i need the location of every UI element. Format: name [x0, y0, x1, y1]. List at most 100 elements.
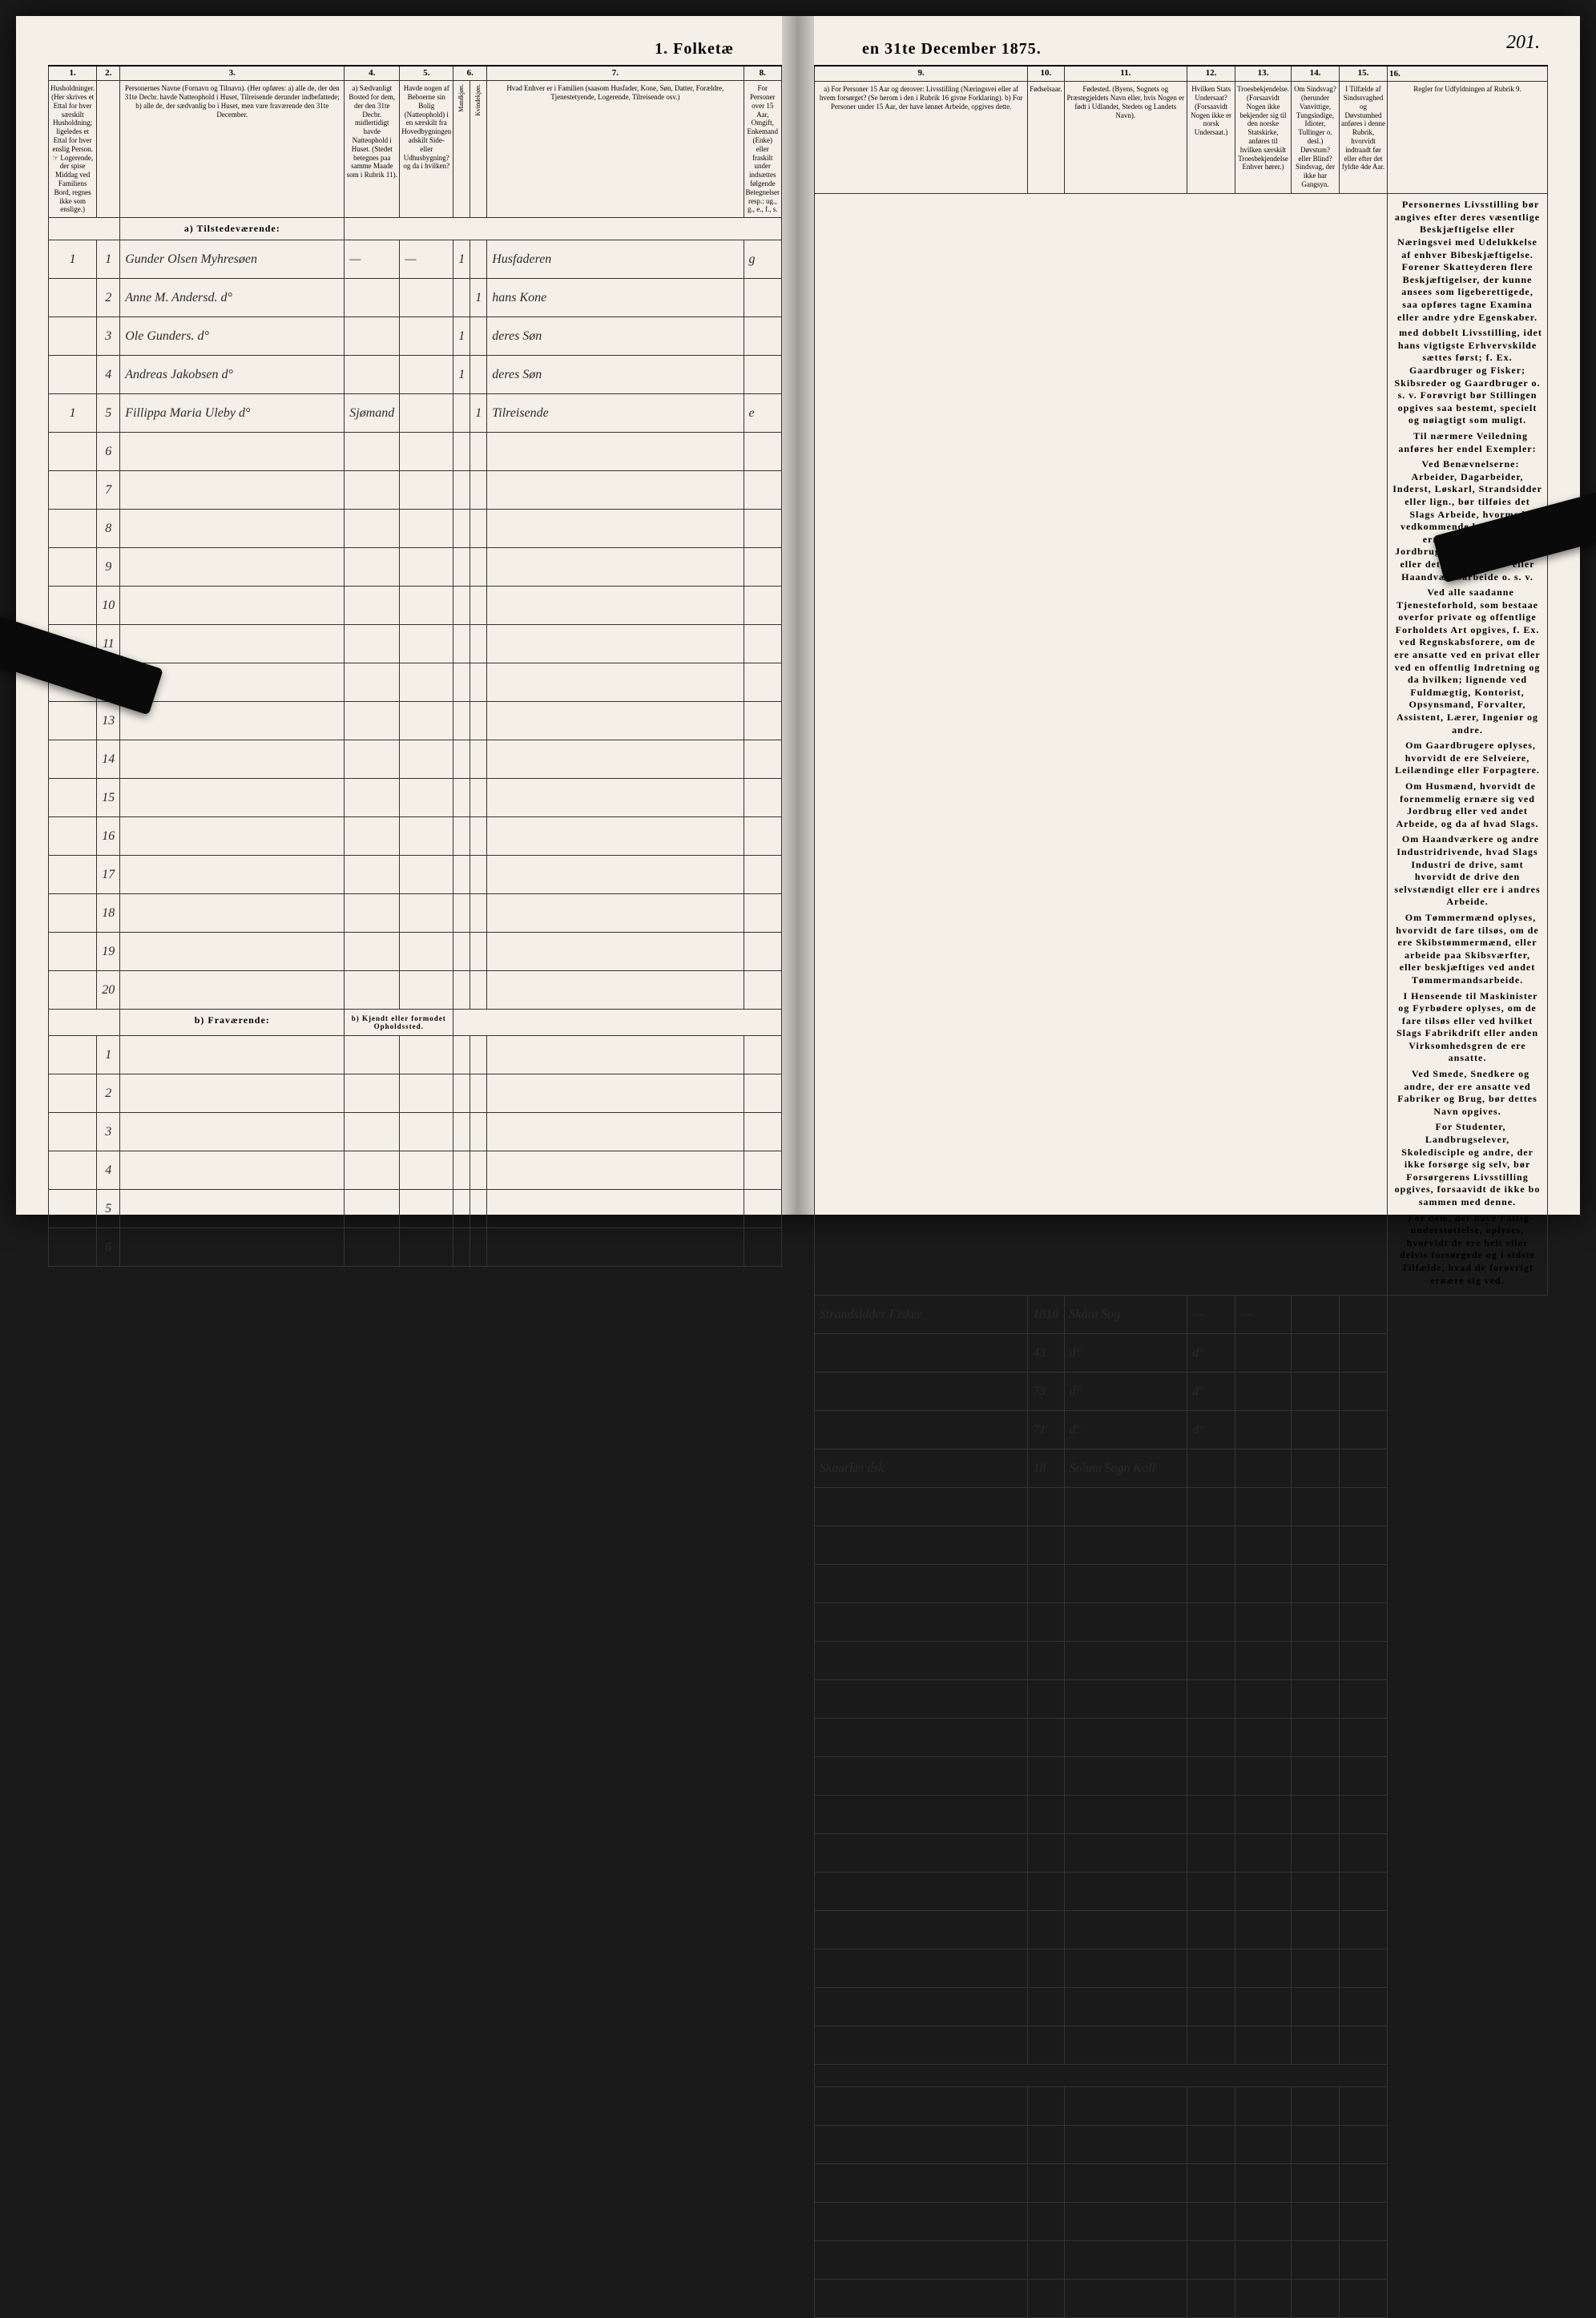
citizen-cell: d°	[1187, 1411, 1235, 1449]
empty-row	[815, 2241, 1548, 2280]
census-table-left: 1. 2. 3. 4. 5. 6. 7. 8. Husholdninger. (…	[48, 65, 782, 1267]
male-cell: 1	[453, 240, 470, 279]
person-num: 5	[97, 394, 120, 433]
female-cell	[470, 356, 487, 394]
empty-row	[815, 1680, 1548, 1719]
empty-row: 17	[49, 856, 782, 894]
rules-paragraph: med dobbelt Livsstilling, idet hans vigt…	[1392, 327, 1542, 427]
c5-cell	[400, 279, 453, 317]
left-page: 1. Folketæ 1. 2. 3. 4. 5. 6. 7. 8. Husho…	[16, 16, 798, 1215]
hdr-14: Om Sindsvag? (herunder Vanvittige, Tungs…	[1292, 82, 1340, 194]
row-number: 13	[97, 702, 120, 740]
faith-cell	[1235, 1449, 1292, 1488]
coln-8: 8.	[744, 66, 781, 81]
table-row: 71 d° d°	[815, 1411, 1548, 1449]
occupation-cell	[815, 1373, 1028, 1411]
book-spine	[782, 16, 814, 1215]
coln-5: 5.	[400, 66, 453, 81]
empty-row: 13	[49, 702, 782, 740]
male-cell	[453, 394, 470, 433]
row-number: 14	[97, 740, 120, 779]
empty-row: 4	[49, 1151, 782, 1190]
empty-row	[815, 1911, 1548, 1949]
empty-row	[815, 1642, 1548, 1680]
coln-10: 10.	[1028, 66, 1064, 82]
male-cell: 1	[453, 317, 470, 356]
rules-paragraph: For dem, der have Fattig-understøttelse,…	[1392, 1212, 1542, 1288]
empty-row	[815, 2026, 1548, 2065]
rules-paragraph: Ved Smede, Snedkere og andre, der ere an…	[1392, 1068, 1542, 1118]
c14-cell	[1292, 1334, 1340, 1373]
birthplace-cell: d°	[1064, 1411, 1187, 1449]
c14-cell	[1292, 1373, 1340, 1411]
row-number: 8	[97, 510, 120, 548]
hdr-13: Troesbekjendelse. (Forsaavidt Nogen ikke…	[1235, 82, 1292, 194]
name-cell: Anne M. Andersd. d°	[120, 279, 345, 317]
row-number: 15	[97, 779, 120, 817]
c15-cell	[1340, 1411, 1388, 1449]
household-num	[49, 356, 97, 394]
empty-row	[815, 1757, 1548, 1796]
section-b-note: b) Kjendt eller formodet Opholdssted.	[345, 1010, 453, 1036]
row-number: 1	[97, 1036, 120, 1074]
rules-paragraph: Ved alle saadanne Tjenesteforhold, som b…	[1392, 587, 1542, 736]
status-cell	[744, 279, 781, 317]
relation-cell: Tilreisende	[487, 394, 744, 433]
birthplace-cell: d°	[1064, 1334, 1187, 1373]
person-num: 4	[97, 356, 120, 394]
c5-cell	[400, 394, 453, 433]
row-number: 4	[97, 1151, 120, 1190]
birthyear-cell: 73	[1028, 1373, 1064, 1411]
c5-cell	[400, 356, 453, 394]
empty-row: 16	[49, 817, 782, 856]
c4-cell	[345, 317, 400, 356]
section-b-row: b) Fraværende: b) Kjendt eller formodet …	[49, 1010, 782, 1036]
coln-2: 2.	[97, 66, 120, 81]
empty-row: 3	[49, 1113, 782, 1151]
relation-cell: deres Søn	[487, 356, 744, 394]
hdr-2	[97, 81, 120, 218]
table-row: 4 Andreas Jakobsen d° 1 deres Søn	[49, 356, 782, 394]
empty-row	[815, 1488, 1548, 1526]
empty-row: 6	[49, 1228, 782, 1267]
hdr-11: Fødested. (Byens, Sognets og Præstegjeld…	[1064, 82, 1187, 194]
empty-row	[815, 1796, 1548, 1834]
rules-text: Personernes Livsstilling bør angives eft…	[1388, 194, 1548, 1296]
empty-row: 2	[49, 1074, 782, 1113]
row-number: 9	[97, 548, 120, 587]
hdr-7: Hvad Enhver er i Familien (saasom Husfad…	[487, 81, 744, 218]
right-page: 201. en 31te December 1875. 9. 10. 11. 1…	[798, 16, 1580, 1215]
row-number: 7	[97, 471, 120, 510]
coln-6: 6.	[453, 66, 487, 81]
household-num: 1	[49, 240, 97, 279]
c14-cell	[1292, 1411, 1340, 1449]
empty-row	[815, 1988, 1548, 2026]
section-a-label: a) Tilstedeværende:	[120, 218, 345, 240]
name-cell: Andreas Jakobsen d°	[120, 356, 345, 394]
occupation-cell	[815, 1334, 1028, 1373]
hdr-6a: Mandkjøn.	[453, 81, 470, 218]
birthplace-cell: Skåtø Sog	[1064, 1296, 1187, 1334]
coln-3: 3.	[120, 66, 345, 81]
hdr-1: Husholdninger. (Her skrives et Ettal for…	[49, 81, 97, 218]
c14-cell	[1292, 1296, 1340, 1334]
hdr-8: For Personer over 15 Aar, Omgift, Enkema…	[744, 81, 781, 218]
empty-row: 15	[49, 779, 782, 817]
hdr-12: Hvilken Stats Undersaat? (Forsaavidt Nog…	[1187, 82, 1235, 194]
female-cell	[470, 317, 487, 356]
household-num	[49, 317, 97, 356]
person-num: 1	[97, 240, 120, 279]
relation-cell: Husfaderen	[487, 240, 744, 279]
coln-9: 9.	[815, 66, 1028, 82]
hdr-15: I Tilfælde af Sindssvaghed og Døvstumhed…	[1340, 82, 1388, 194]
empty-row: 19	[49, 933, 782, 971]
relation-cell: hans Kone	[487, 279, 744, 317]
name-cell: Gunder Olsen Myhresøen	[120, 240, 345, 279]
faith-cell	[1235, 1411, 1292, 1449]
empty-row: 5	[49, 1190, 782, 1228]
citizen-cell: d°	[1187, 1373, 1235, 1411]
rules-paragraph: I Henseende til Maskinister og Fyrbødere…	[1392, 990, 1542, 1066]
empty-row	[815, 2203, 1548, 2241]
empty-row: 7	[49, 471, 782, 510]
empty-row: 9	[49, 548, 782, 587]
